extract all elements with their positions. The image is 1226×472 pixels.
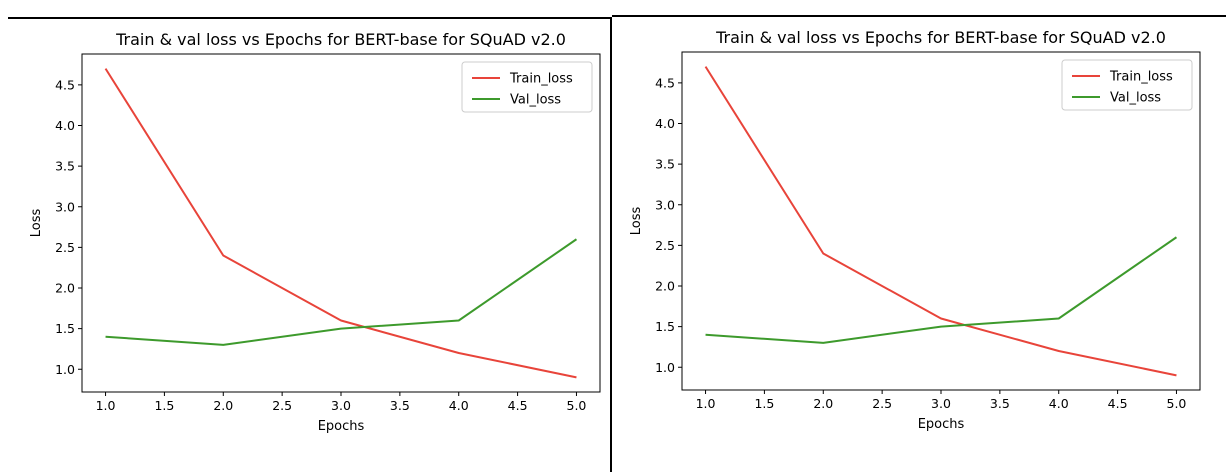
panel-divider: [610, 17, 612, 472]
x-axis-label: Epochs: [318, 419, 365, 434]
loss-chart-right: Train & val loss vs Epochs for BERT-base…: [629, 28, 1201, 432]
y-tick-label: 3.0: [655, 197, 675, 212]
x-tick-label: 4.0: [449, 398, 469, 413]
y-tick-label: 4.0: [655, 116, 675, 131]
loss-chart-left: Train & val loss vs Epochs for BERT-base…: [29, 30, 601, 434]
y-tick-label: 1.5: [655, 319, 675, 334]
x-tick-label: 5.0: [567, 398, 587, 413]
x-tick-label: 2.5: [272, 398, 292, 413]
y-tick-label: 3.5: [55, 159, 75, 174]
chart-title: Train & val loss vs Epochs for BERT-base…: [715, 28, 1166, 47]
x-tick-label: 4.5: [508, 398, 528, 413]
y-tick-label: 2.0: [55, 281, 75, 296]
y-tick-label: 2.5: [55, 240, 75, 255]
y-tick-label: 1.0: [655, 360, 675, 375]
x-tick-label: 3.0: [331, 398, 351, 413]
y-axis-label: Loss: [629, 207, 644, 236]
y-tick-label: 2.0: [655, 279, 675, 294]
chart-title: Train & val loss vs Epochs for BERT-base…: [115, 30, 566, 49]
y-tick-label: 4.0: [55, 118, 75, 133]
series-line-val-loss: [705, 236, 1178, 344]
y-tick-label: 3.0: [55, 199, 75, 214]
x-tick-label: 1.0: [96, 398, 116, 413]
series-line-train-loss: [104, 68, 577, 379]
series-line-train-loss: [704, 66, 1177, 377]
y-axis-label: Loss: [29, 209, 44, 238]
x-tick-label: 5.0: [1167, 396, 1187, 411]
legend-label-train-loss: Train_loss: [1109, 70, 1173, 85]
x-tick-label: 2.5: [872, 396, 892, 411]
legend-label-val-loss: Val_loss: [510, 93, 561, 108]
y-tick-label: 4.5: [55, 77, 75, 92]
top-border-right: [612, 15, 1226, 17]
x-tick-label: 1.5: [154, 398, 174, 413]
x-tick-label: 3.5: [390, 398, 410, 413]
x-tick-label: 3.0: [931, 396, 951, 411]
legend-label-train-loss: Train_loss: [509, 72, 573, 87]
y-tick-label: 1.5: [55, 321, 75, 336]
x-tick-label: 1.5: [754, 396, 774, 411]
x-tick-label: 3.5: [990, 396, 1010, 411]
y-tick-label: 4.5: [655, 75, 675, 90]
x-tick-label: 4.0: [1049, 396, 1069, 411]
series-line-val-loss: [105, 238, 578, 346]
x-tick-label: 2.0: [813, 396, 833, 411]
legend-label-val-loss: Val_loss: [1110, 91, 1161, 106]
top-border-left: [8, 17, 611, 19]
x-tick-label: 1.0: [696, 396, 716, 411]
y-tick-label: 1.0: [55, 362, 75, 377]
y-tick-label: 3.5: [655, 157, 675, 172]
x-axis-label: Epochs: [918, 417, 965, 432]
y-tick-label: 2.5: [655, 238, 675, 253]
x-tick-label: 4.5: [1108, 396, 1128, 411]
x-tick-label: 2.0: [213, 398, 233, 413]
